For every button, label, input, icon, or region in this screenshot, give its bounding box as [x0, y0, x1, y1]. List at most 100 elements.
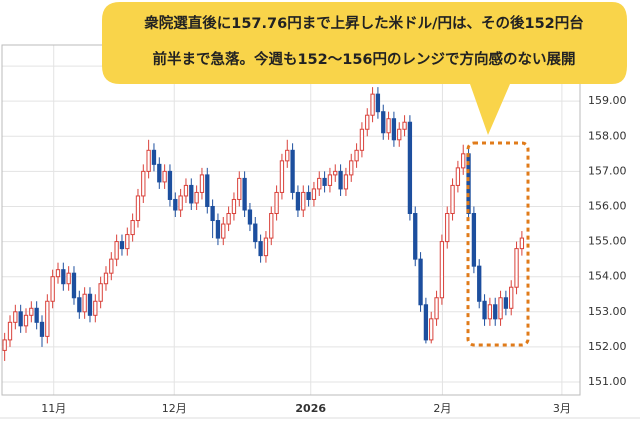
candle-body	[514, 248, 519, 288]
candle-body	[503, 297, 509, 309]
candle-body	[66, 272, 71, 285]
candle-body	[178, 195, 183, 211]
candle-body	[50, 276, 55, 302]
candle-body	[7, 321, 13, 341]
candle-body	[450, 184, 455, 215]
candle-body	[125, 234, 130, 250]
candle-body	[285, 149, 290, 162]
candle-body	[23, 314, 29, 327]
candle-body	[317, 177, 322, 190]
candle-body	[279, 160, 285, 193]
callout-text: 前半まで急落。今週も152〜156円のレンジで方向感のない展開	[152, 50, 575, 68]
y-tick-label: 151.00	[588, 375, 627, 388]
candle-body	[82, 293, 87, 313]
candle-body	[130, 220, 135, 236]
candle-body	[194, 191, 199, 204]
candle-body	[487, 304, 493, 320]
candle-body	[301, 191, 306, 211]
candle-body	[343, 174, 349, 190]
candle-body	[354, 149, 359, 162]
candle-body	[418, 258, 423, 306]
candle-body	[439, 241, 445, 299]
x-tick-label: 12月	[162, 402, 187, 415]
candle-body	[258, 241, 263, 257]
candle-body	[295, 191, 301, 211]
candle-body	[173, 198, 178, 211]
plot-area: 151.00 152.00 153.00 154.00 155.00 156.00 157.…	[2, 45, 627, 415]
candle-body	[205, 174, 210, 207]
candle-body	[381, 111, 386, 134]
candle-body	[423, 304, 429, 341]
candle-body	[402, 121, 407, 130]
candle-body	[493, 304, 498, 320]
candle-body	[274, 191, 279, 215]
candle-body	[146, 149, 151, 172]
candle-body	[167, 170, 173, 200]
candle-body	[247, 209, 253, 225]
candle-body	[71, 272, 77, 299]
candle-body	[333, 170, 338, 176]
candle-body	[135, 195, 141, 222]
callout	[102, 2, 627, 135]
candle-body	[34, 307, 39, 323]
candle-body	[151, 149, 157, 165]
candle-body	[29, 307, 34, 316]
candle-body	[482, 300, 487, 320]
y-tick-label: 153.00	[588, 305, 627, 318]
candle-body	[114, 241, 119, 260]
candle-body	[338, 170, 343, 190]
candle-body	[370, 93, 375, 116]
candle-body	[221, 223, 226, 239]
y-tick-label: 154.00	[588, 270, 627, 283]
candle-body	[322, 177, 327, 186]
candle-body	[413, 213, 418, 260]
candle-body	[386, 118, 391, 134]
candle-body	[55, 269, 61, 278]
candle-body	[509, 286, 514, 309]
x-tick-label: 2月	[433, 402, 451, 415]
candle-body	[429, 318, 434, 341]
candle-body	[61, 269, 66, 285]
candle-body	[2, 339, 7, 351]
candle-body	[397, 128, 402, 141]
candle-body	[141, 170, 146, 197]
candle-body	[93, 300, 98, 316]
candle-body	[210, 205, 215, 222]
candle-body	[359, 128, 365, 151]
y-tick-label: 156.00	[588, 199, 627, 212]
candle-body	[103, 272, 109, 285]
candle-body	[157, 163, 162, 183]
candle-body	[13, 311, 18, 323]
candle-body	[375, 93, 381, 113]
candle-body	[477, 265, 482, 302]
y-tick-label: 158.00	[588, 129, 627, 142]
candle-body	[18, 311, 23, 327]
y-tick-label: 155.00	[588, 235, 627, 248]
x-tick-label: 3月	[553, 402, 571, 415]
candle-body	[327, 174, 333, 186]
candle-body	[349, 160, 354, 176]
candle-body	[391, 118, 397, 141]
candle-body	[215, 220, 221, 239]
candle-body	[237, 177, 242, 200]
candle-body	[109, 258, 114, 274]
y-tick-label: 159.00	[588, 94, 627, 107]
y-tick-label: 152.00	[588, 340, 627, 353]
candle-body	[407, 121, 413, 215]
candle-body	[455, 167, 461, 186]
candle-body	[498, 297, 503, 320]
candle-body	[263, 237, 269, 257]
candle-body	[461, 153, 466, 169]
y-tick-label: 157.00	[588, 164, 627, 177]
candle-body	[434, 297, 439, 320]
candle-body	[311, 188, 317, 200]
candle-body	[445, 213, 450, 243]
candle-body	[306, 191, 311, 200]
candle-body	[365, 114, 370, 130]
candle-body	[199, 174, 205, 193]
candle-body	[45, 300, 50, 337]
candle-body	[290, 149, 295, 193]
candle-body	[39, 321, 45, 337]
candle-body	[471, 213, 477, 267]
